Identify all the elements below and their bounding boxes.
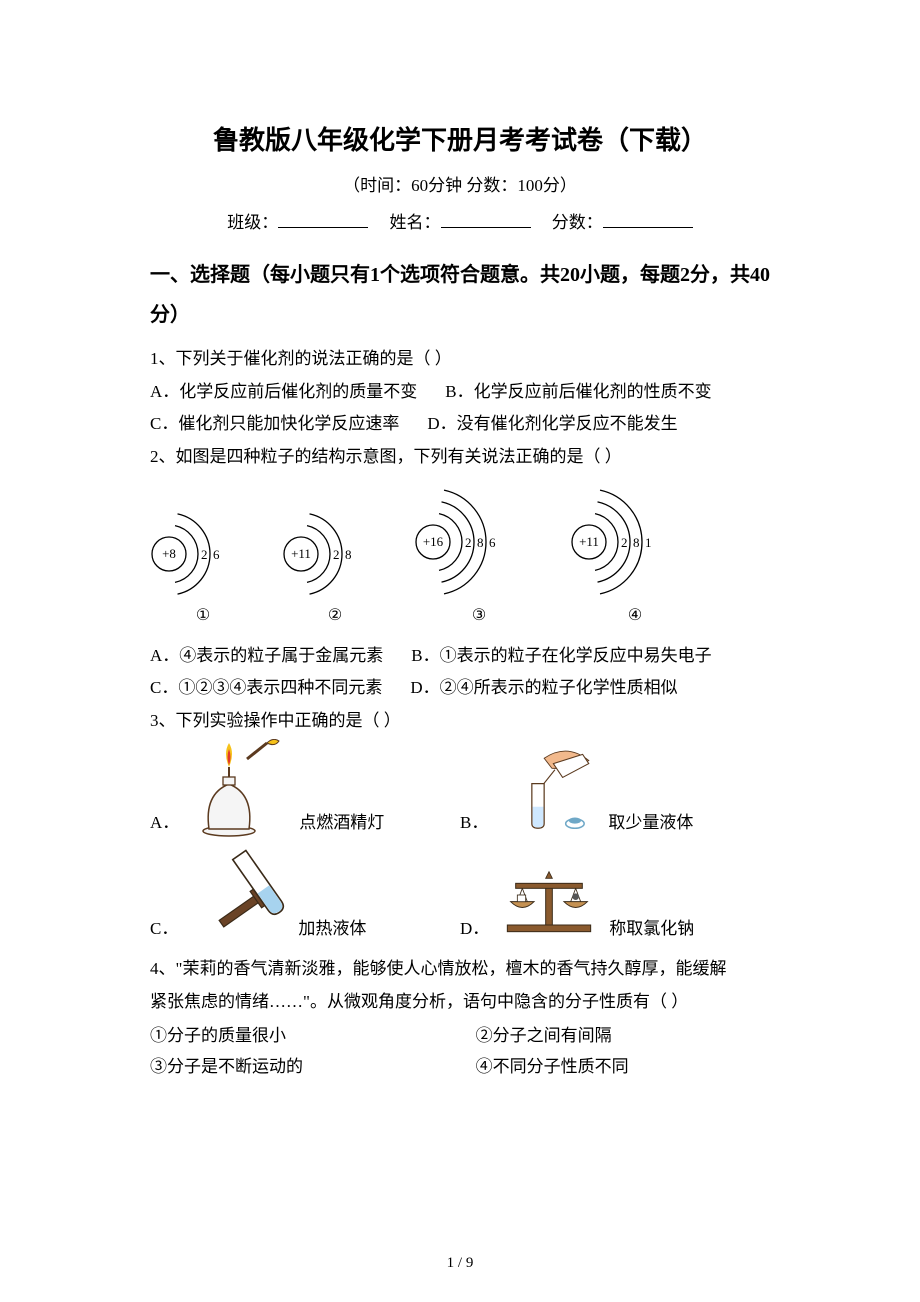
q4-opt-1: ①分子的质量很小 [150, 1020, 448, 1051]
name-label: 姓名： [390, 213, 441, 232]
svg-text:2: 2 [333, 547, 340, 562]
q4-opt-4: ④不同分子性质不同 [476, 1051, 629, 1082]
q2-opt-b: B．①表示的粒子在化学反应中易失电子 [411, 640, 711, 671]
atom-label-2: ② [282, 601, 388, 631]
atom-diagram-4: 281 +11 [570, 487, 700, 597]
svg-text:+11: +11 [291, 546, 311, 561]
svg-text:6: 6 [489, 535, 496, 550]
heat-tube-icon [188, 845, 288, 945]
q3-opt-caption-2: 加热液体 [298, 913, 366, 944]
svg-text:8: 8 [345, 547, 352, 562]
subtitle-mid: 分数： [462, 176, 517, 195]
svg-text:+16: +16 [423, 534, 444, 549]
q3-opt-caption-0: 点燃酒精灯 [299, 807, 384, 838]
q3-image-options: A． 点燃酒精灯B． 取少量液体C． 加热液体D． [150, 739, 770, 951]
score-blank[interactable] [603, 210, 693, 228]
q3-opt-b: B． 取少量液体 [460, 739, 770, 839]
total-score: 100分 [517, 176, 560, 195]
q3-opt-letter-2: C． [150, 913, 178, 944]
svg-text:6: 6 [213, 547, 220, 562]
q3-opt-c: C． 加热液体 [150, 845, 460, 945]
atom-diagram-2: 28 +11 [282, 511, 388, 597]
atom-3: 286 +16 ③ [414, 487, 544, 631]
exam-subtitle: （时间：60分钟 分数：100分） [150, 171, 770, 196]
q2-stem: 2、如图是四种粒子的结构示意图，下列有关说法正确的是（ ） [150, 441, 770, 472]
svg-text:1: 1 [645, 535, 652, 550]
svg-text:2: 2 [201, 547, 208, 562]
svg-text:2: 2 [621, 535, 628, 550]
q4-opt-2: ②分子之间有间隔 [476, 1020, 612, 1051]
q2-opt-c: C．①②③④表示四种不同元素 [150, 672, 382, 703]
class-label: 班级： [227, 213, 278, 232]
subtitle-prefix: （时间： [343, 176, 411, 195]
exam-title: 鲁教版八年级化学下册月考考试卷（下载） [150, 120, 770, 157]
atom-diagram-3: 286 +16 [414, 487, 544, 597]
q4-stem-line2: 紧张焦虑的情绪……"。从微观角度分析，语句中隐含的分子性质有（ ） [150, 986, 770, 1017]
q3-opt-caption-1: 取少量液体 [608, 807, 693, 838]
q3-opt-letter-1: B． [460, 807, 488, 838]
q3-opt-a: A． 点燃酒精灯 [150, 739, 460, 839]
pour-liquid-icon [498, 739, 598, 839]
q4-stem-line1: 4、"茉莉的香气清新淡雅，能够使人心情放松，檀木的香气持久醇厚，能缓解 [150, 953, 770, 984]
atom-diagram-1: 26 +8 [150, 511, 256, 597]
q1-opt-d: D．没有催化剂化学反应不能发生 [427, 408, 677, 439]
q1-opt-c: C．催化剂只能加快化学反应速率 [150, 408, 399, 439]
q1-stem: 1、下列关于催化剂的说法正确的是（ ） [150, 343, 770, 374]
svg-text:+11: +11 [579, 534, 599, 549]
q2-opt-d: D．②④所表示的粒子化学性质相似 [410, 672, 677, 703]
q3-stem: 3、下列实验操作中正确的是（ ） [150, 705, 770, 736]
q3-opt-letter-3: D． [460, 913, 489, 944]
name-blank[interactable] [441, 210, 531, 228]
svg-text:2: 2 [465, 535, 472, 550]
duration: 60分钟 [411, 176, 462, 195]
q1-opt-a: A．化学反应前后催化剂的质量不变 [150, 376, 417, 407]
atom-label-3: ③ [414, 601, 544, 631]
atom-label-4: ④ [570, 601, 700, 631]
q2-opt-a: A．④表示的粒子属于金属元素 [150, 640, 383, 671]
svg-text:8: 8 [633, 535, 640, 550]
alcohol-lamp-icon [189, 739, 289, 839]
class-blank[interactable] [278, 210, 368, 228]
student-info-line: 班级： 姓名： 分数： [150, 208, 770, 233]
subtitle-suffix: ） [560, 176, 577, 195]
balance-scale-icon [499, 845, 599, 945]
q2-diagram-row: 26+8①28+11②286+16③281+11④ [150, 487, 770, 631]
svg-text:8: 8 [477, 535, 484, 550]
q3-opt-letter-0: A． [150, 807, 179, 838]
q3-opt-caption-3: 称取氯化钠 [609, 913, 694, 944]
q1-opt-b: B．化学反应前后催化剂的性质不变 [445, 376, 711, 407]
score-label: 分数： [552, 213, 603, 232]
page-footer: 1 / 9 [0, 1255, 920, 1272]
atom-4: 281 +11 ④ [570, 487, 700, 631]
section-1-heading: 一、选择题（每小题只有1个选项符合题意。共20小题，每题2分，共40分） [150, 255, 770, 335]
q3-opt-d: D． 称取氯化钠 [460, 845, 770, 945]
atom-label-1: ① [150, 601, 256, 631]
atom-1: 26 +8 ① [150, 511, 256, 631]
svg-text:+8: +8 [162, 546, 176, 561]
q4-opt-3: ③分子是不断运动的 [150, 1051, 448, 1082]
atom-2: 28 +11 ② [282, 511, 388, 631]
